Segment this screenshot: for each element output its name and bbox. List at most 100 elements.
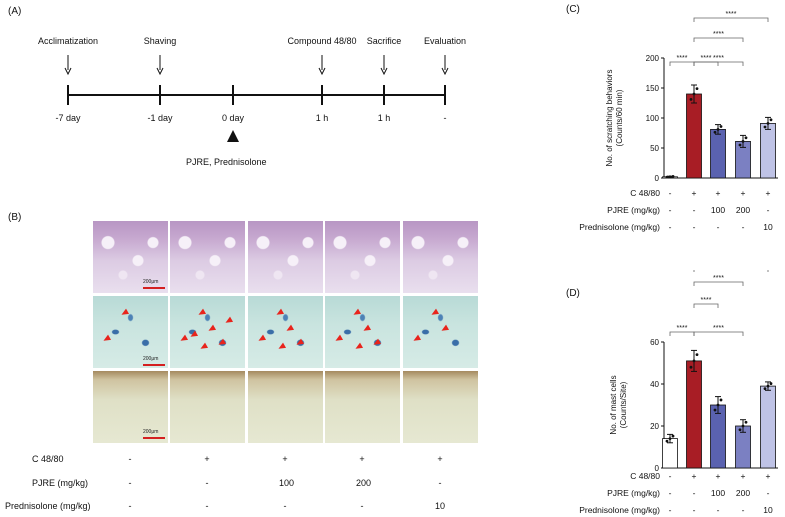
toluidine-blue-tile — [170, 296, 245, 368]
data-point — [763, 387, 767, 391]
treatment-value: - — [669, 222, 672, 232]
treatment-row-label: PJRE (mg/kg) — [32, 478, 89, 488]
y-tick-label: 0 — [655, 464, 660, 473]
mast-cell-arrow-icon — [274, 308, 285, 318]
treatment-value: - — [767, 488, 770, 498]
treatment-value: - — [669, 205, 672, 215]
he-stain-tile — [325, 221, 400, 293]
significance-label: **** — [701, 297, 712, 304]
y-tick-label: 200 — [646, 54, 660, 63]
mast-cell-arrow-icon — [411, 334, 422, 344]
data-point — [671, 434, 675, 438]
data-point — [741, 140, 745, 143]
y-axis-label: No. of scratching behaviors (Counts/60 mi… — [605, 70, 624, 167]
treatment-value: 200 — [736, 488, 750, 498]
mast-cell-chart: 0 20 40 60 No. of mast cells (Counts/Site) ***… — [579, 270, 778, 515]
treatment-row-label: Prednisolone (mg/kg) — [579, 222, 660, 232]
treatment-value: + — [716, 188, 721, 198]
data-point — [692, 92, 696, 96]
ckit-stain-tile — [403, 371, 478, 443]
data-point — [689, 98, 693, 101]
data-point — [738, 143, 742, 147]
mast-cell-arrow-icon — [198, 342, 209, 352]
panel-d-label: (D) — [566, 288, 580, 299]
timeline-event-label: Shaving — [144, 36, 177, 46]
treatment-value: - — [742, 222, 745, 232]
bar — [686, 360, 702, 469]
treatment-value: + — [282, 454, 288, 464]
data-point — [738, 428, 742, 432]
treatment-value: - — [717, 222, 720, 232]
y-tick-label: 40 — [650, 380, 659, 389]
bar — [760, 385, 776, 469]
y-tick-label: 60 — [650, 338, 659, 347]
treatment-value: + — [692, 471, 697, 481]
y-tick-label: 50 — [650, 144, 659, 153]
data-point — [716, 127, 720, 131]
scale-bar-label: 200μm — [143, 279, 159, 285]
treatment-value: + — [741, 471, 746, 481]
scale-bar-label: 200μm — [143, 356, 159, 362]
treatment-value: + — [692, 188, 697, 198]
timeline-day-label: 1 h — [316, 113, 329, 123]
treatment-value: 10 — [763, 222, 773, 232]
significance-bracket — [693, 61, 744, 66]
treatment-row-label: C 48/80 — [630, 188, 660, 198]
bar — [710, 404, 726, 469]
significance-label: **** — [713, 31, 724, 38]
treatment-value: - — [693, 205, 696, 215]
data-point — [695, 87, 699, 90]
timeline-day-label: 0 day — [222, 113, 245, 123]
treatment-value: - — [717, 505, 720, 515]
y-tick-label: 20 — [650, 422, 659, 431]
significance-label: **** — [713, 325, 724, 332]
data-point — [668, 437, 672, 440]
y-axis-label: No. of mast cells (Counts/Site) — [609, 375, 628, 434]
y-tick-label: 150 — [646, 84, 660, 93]
significance-label: **** — [713, 55, 724, 62]
toluidine-blue-tile — [248, 296, 323, 368]
significance-bracket — [693, 270, 769, 272]
mast-cell-arrow-icon — [216, 338, 227, 348]
timeline-event-label: Acclimatization — [38, 36, 98, 46]
scale-bar — [143, 287, 165, 289]
significance-bracket — [669, 331, 695, 336]
treatment-value: 100 — [711, 488, 725, 498]
y-tick-label: 100 — [646, 114, 660, 123]
mast-cell-arrow-icon — [206, 324, 217, 334]
mast-cell-arrow-icon — [333, 334, 344, 344]
mast-cell-arrow-icon — [284, 324, 295, 334]
he-stain-tile: 200μm — [93, 221, 168, 293]
treatment-row-label: C 48/80 — [630, 471, 660, 481]
down-arrow-icon — [156, 67, 164, 76]
treatment-value: - — [693, 222, 696, 232]
data-point — [744, 420, 748, 424]
significance-bracket — [693, 303, 719, 308]
data-point — [713, 408, 717, 412]
data-point — [769, 118, 773, 122]
treatment-row-label: PJRE (mg/kg) — [607, 488, 660, 498]
treatment-row-label: PJRE (mg/kg) — [607, 205, 660, 215]
treatment-value: - — [205, 501, 209, 511]
data-point — [695, 353, 699, 356]
mast-cell-arrow-icon — [351, 308, 362, 318]
treatment-value: 10 — [434, 501, 445, 511]
mast-cell-arrow-icon — [371, 338, 382, 348]
treatment-value: - — [128, 478, 132, 488]
data-point — [719, 398, 723, 402]
y-axis-label-line: No. of scratching behaviors — [605, 70, 614, 167]
significance-bracket — [693, 17, 769, 22]
treatment-value: 10 — [763, 505, 773, 515]
timeline-day-label: - — [444, 113, 447, 123]
mast-cell-arrow-icon — [429, 308, 440, 318]
treatment-value: + — [716, 471, 721, 481]
mast-cell-arrow-icon — [256, 334, 267, 344]
treatment-value: 100 — [279, 478, 295, 488]
y-tick-label: 0 — [655, 174, 660, 183]
treatment-value: + — [359, 454, 365, 464]
data-point — [766, 122, 770, 125]
mast-cell-arrow-icon — [223, 316, 234, 326]
treatment-row-label: C 48/80 — [32, 454, 64, 464]
treatment-value: - — [669, 188, 672, 198]
treatment-value: - — [669, 505, 672, 515]
